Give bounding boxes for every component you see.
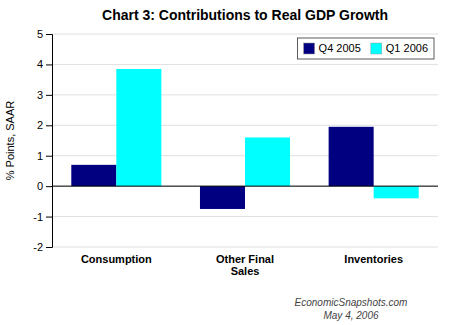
tick-label: 4 [37, 58, 43, 70]
tick: Other FinalSales [216, 253, 274, 278]
bar [200, 186, 245, 209]
grid-line [52, 216, 438, 217]
legend-swatch [304, 43, 315, 54]
tick-mark [46, 64, 52, 65]
grid-line [52, 94, 438, 95]
tick-label: -2 [33, 241, 43, 253]
y-axis: -2 -1 0 1 2 3 4 5 [33, 28, 52, 253]
legend-item: Q4 2005 [304, 42, 361, 54]
bars [71, 69, 418, 209]
grid [52, 34, 438, 247]
bar [116, 69, 161, 186]
tick-label: 0 [37, 180, 43, 192]
grid-line [52, 34, 438, 35]
chart: -2 -1 0 1 2 3 4 5 Consumption Other FinalSales Inv… [0, 0, 450, 325]
bar [71, 165, 116, 186]
grid-line [52, 247, 438, 248]
tick: 2 [37, 119, 52, 131]
tick-label: Other FinalSales [216, 253, 274, 278]
plot: -2 -1 0 1 2 3 4 5 Consumption Other FinalSales Inv… [33, 28, 438, 277]
legend-frame [298, 38, 434, 59]
tick: 1 [37, 150, 52, 162]
tick: 4 [37, 58, 52, 70]
axis-title: % Points, SAAR [4, 101, 16, 181]
tick: -1 [33, 211, 52, 223]
tick-label: -1 [33, 211, 43, 223]
tick-mark [46, 34, 52, 35]
bar [245, 137, 290, 186]
baseline [52, 186, 438, 187]
tick-mark [46, 95, 52, 96]
tick-label: 1 [37, 150, 43, 162]
bar [329, 127, 374, 186]
legend: Q4 2005 Q1 2006 [298, 38, 434, 59]
tick-mark [46, 125, 52, 126]
x-axis: Consumption Other FinalSales Inventories [81, 253, 403, 278]
title: Chart 3: Contributions to Real GDP Growt… [102, 7, 388, 23]
tick-mark [46, 247, 52, 248]
tick-mark [46, 156, 52, 157]
legend-label: Q4 2005 [319, 42, 361, 54]
tick-label: Inventories [344, 253, 403, 265]
tick: -2 [33, 241, 52, 253]
bar [374, 186, 419, 198]
tick: Consumption [81, 253, 152, 265]
grid-line [52, 64, 438, 65]
tick-label: 2 [37, 119, 43, 131]
annotations: EconomicSnapshots.com May 4, 2006 [295, 297, 408, 321]
grid-line [52, 186, 438, 187]
tick-label: 3 [37, 89, 43, 101]
tick-mark [46, 186, 52, 187]
tick: 3 [37, 89, 52, 101]
legend-swatch [371, 43, 382, 54]
axis-line [46, 35, 53, 248]
legend-label: Q1 2006 [386, 42, 428, 54]
tick-mark [46, 217, 52, 218]
annotation: May 4, 2006 [323, 310, 378, 321]
legend-item: Q1 2006 [371, 42, 428, 54]
annotation: EconomicSnapshots.com [295, 297, 408, 308]
tick: Inventories [344, 253, 403, 265]
tick-label: 5 [37, 28, 43, 40]
tick: 0 [37, 180, 52, 192]
tick-label: Consumption [81, 253, 152, 265]
series [116, 69, 418, 198]
grid-line [52, 125, 438, 126]
tick: 5 [37, 28, 52, 40]
